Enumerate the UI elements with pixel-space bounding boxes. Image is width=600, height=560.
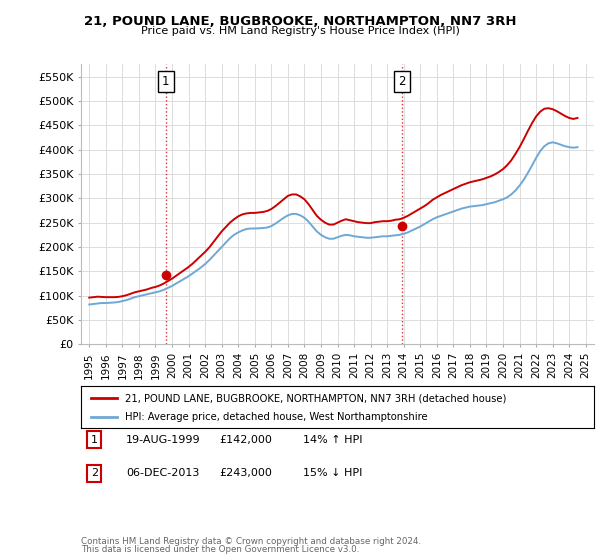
Text: 2: 2 [398, 75, 406, 88]
Text: 19-AUG-1999: 19-AUG-1999 [126, 435, 200, 445]
Text: 21, POUND LANE, BUGBROOKE, NORTHAMPTON, NN7 3RH: 21, POUND LANE, BUGBROOKE, NORTHAMPTON, … [84, 15, 516, 28]
Text: 2: 2 [91, 468, 98, 478]
Text: 1: 1 [91, 435, 98, 445]
Text: £142,000: £142,000 [219, 435, 272, 445]
Text: Contains HM Land Registry data © Crown copyright and database right 2024.: Contains HM Land Registry data © Crown c… [81, 537, 421, 546]
Text: Price paid vs. HM Land Registry's House Price Index (HPI): Price paid vs. HM Land Registry's House … [140, 26, 460, 36]
Text: £243,000: £243,000 [219, 468, 272, 478]
Text: HPI: Average price, detached house, West Northamptonshire: HPI: Average price, detached house, West… [125, 412, 427, 422]
Text: 15% ↓ HPI: 15% ↓ HPI [303, 468, 362, 478]
Text: 1: 1 [162, 75, 170, 88]
Text: 21, POUND LANE, BUGBROOKE, NORTHAMPTON, NN7 3RH (detached house): 21, POUND LANE, BUGBROOKE, NORTHAMPTON, … [125, 393, 506, 403]
Text: 06-DEC-2013: 06-DEC-2013 [126, 468, 199, 478]
Text: 14% ↑ HPI: 14% ↑ HPI [303, 435, 362, 445]
Text: This data is licensed under the Open Government Licence v3.0.: This data is licensed under the Open Gov… [81, 545, 359, 554]
